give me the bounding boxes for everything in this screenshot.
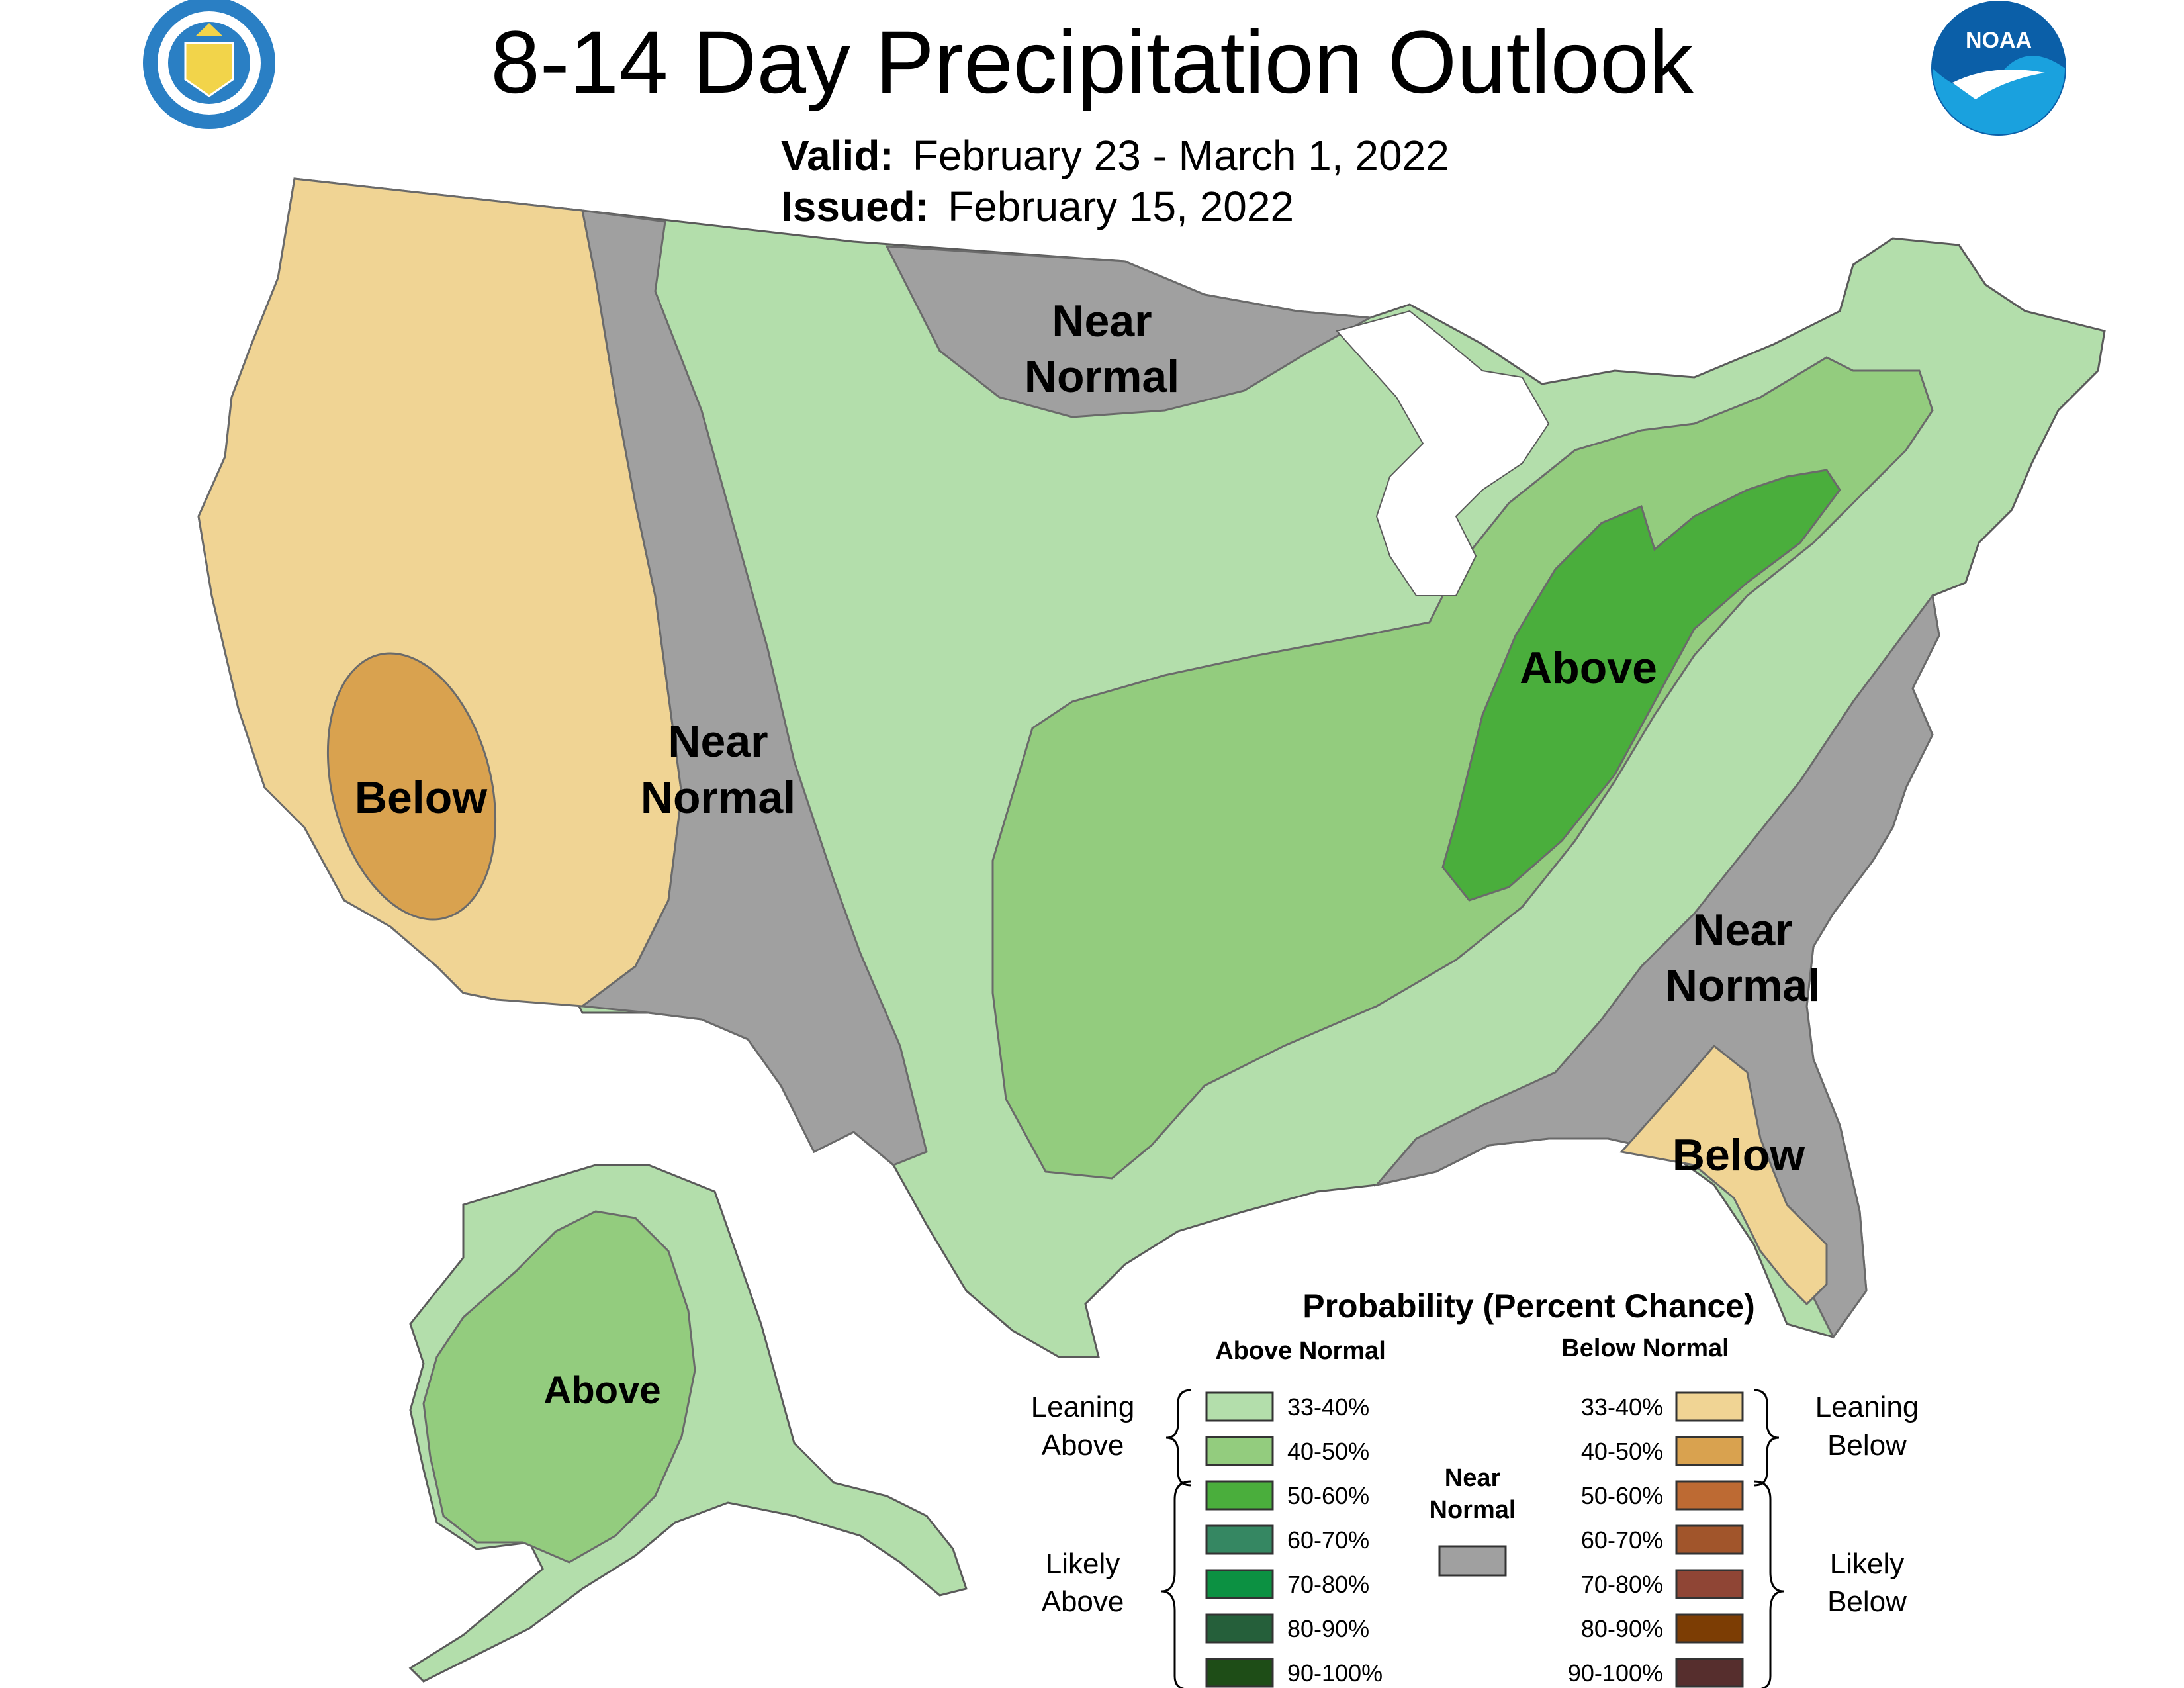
legend-above-row-label: 90-100% xyxy=(1287,1660,1383,1687)
legend-above-swatch xyxy=(1205,1569,1274,1599)
legend-above-swatch xyxy=(1205,1658,1274,1688)
legend-leaning-above-line2: Above xyxy=(1042,1429,1124,1462)
legend-above-swatch xyxy=(1205,1613,1274,1644)
southeast-near-label-line2: Normal xyxy=(1665,961,1820,1011)
legend-below-swatch xyxy=(1675,1524,1744,1555)
legend-below-swatch xyxy=(1675,1658,1744,1688)
legend-below-swatch xyxy=(1675,1436,1744,1466)
legend-above-swatch xyxy=(1205,1436,1274,1466)
legend-below-row-label: 90-100% xyxy=(1568,1660,1663,1687)
ohio-above-50-60-region xyxy=(1441,469,1841,902)
legend-below-swatch xyxy=(1675,1613,1744,1644)
valid-label: Valid: xyxy=(781,132,894,179)
issued-date: Issued: February 15, 2022 xyxy=(781,182,1294,231)
issued-value: February 15, 2022 xyxy=(948,183,1295,230)
legend-below-swatch xyxy=(1675,1391,1744,1422)
svg-text:NOAA: NOAA xyxy=(1966,28,2032,53)
legend-likely-below-line1: Likely xyxy=(1830,1548,1905,1580)
legend-above-row-label: 33-40% xyxy=(1287,1393,1369,1421)
rockies-near-label-line1: Near xyxy=(668,716,768,767)
legend-below-row-label: 50-60% xyxy=(1581,1482,1663,1509)
great-lakes xyxy=(1336,310,1550,596)
page-title: 8-14 Day Precipitation Outlook xyxy=(490,13,1694,112)
brace-likely-below xyxy=(1753,1480,1784,1688)
legend-above-header: Above Normal xyxy=(1215,1337,1386,1365)
legend-below-header: Below Normal xyxy=(1561,1335,1729,1362)
legend-below-row-label: 40-50% xyxy=(1581,1438,1663,1465)
alaska-above-40-50-region xyxy=(422,1210,696,1564)
alaska-above-label: Above xyxy=(543,1369,660,1412)
legend-title: Probability (Percent Chance) xyxy=(1302,1288,1755,1325)
legend-leaning-below-line1: Leaning xyxy=(1815,1391,1919,1423)
legend-above-row-label: 50-60% xyxy=(1287,1482,1369,1509)
legend-below-row-label: 33-40% xyxy=(1581,1393,1663,1421)
legend-above-row-label: 80-90% xyxy=(1287,1615,1369,1642)
ohio-above-label: Above xyxy=(1520,643,1657,693)
legend-below-row-label: 70-80% xyxy=(1581,1571,1663,1598)
legend-near-line2: Normal xyxy=(1430,1496,1516,1524)
legend-above-row-label: 70-80% xyxy=(1287,1571,1369,1598)
legend-above-row-label: 60-70% xyxy=(1287,1526,1369,1554)
west-below-40-50-region xyxy=(326,652,497,921)
brace-likely-above xyxy=(1161,1480,1192,1688)
legend-above-swatch xyxy=(1205,1524,1274,1555)
brace-leaning-above xyxy=(1165,1389,1192,1487)
brace-leaning-below xyxy=(1753,1389,1780,1487)
valid-value: February 23 - March 1, 2022 xyxy=(912,132,1449,179)
north-near-label-line1: Near xyxy=(1052,296,1152,346)
florida-below-33-40-region xyxy=(1619,1044,1828,1306)
rockies-near-normal-region xyxy=(580,209,928,1166)
legend-above-rows: 33-40% 40-50% 50-60% 60-70% 70-80% 80-90% 90-1… xyxy=(1205,1391,1383,1688)
rockies-near-label-line2: Normal xyxy=(641,773,796,823)
florida-below-label: Below xyxy=(1672,1130,1805,1180)
legend-below-row-label: 80-90% xyxy=(1581,1615,1663,1642)
legend-above-row-label: 40-50% xyxy=(1287,1438,1369,1465)
legend-below-swatch xyxy=(1675,1569,1744,1599)
legend-above-swatch xyxy=(1205,1480,1274,1511)
southeast-near-label-line1: Near xyxy=(1692,905,1792,955)
legend-likely-above-line2: Above xyxy=(1042,1585,1124,1618)
legend-below-swatch xyxy=(1675,1480,1744,1511)
legend-above-swatch xyxy=(1205,1391,1274,1422)
legend-leaning-below-line2: Below xyxy=(1827,1429,1907,1462)
legend-likely-below-line2: Below xyxy=(1827,1585,1907,1618)
legend-below-rows: 33-40% 40-50% 50-60% 60-70% 70-80% 80-90% 90-1… xyxy=(1568,1391,1744,1688)
commerce-seal-logo xyxy=(143,0,275,129)
valid-dates: Valid: February 23 - March 1, 2022 xyxy=(781,131,1449,180)
legend-likely-above-line1: Likely xyxy=(1046,1548,1120,1580)
west-below-label: Below xyxy=(355,773,488,823)
legend-near-normal-swatch xyxy=(1438,1545,1507,1577)
map-label-group: Below Near Normal Near Normal Above Near… xyxy=(355,296,1820,1412)
north-near-normal-region xyxy=(885,245,1373,418)
legend: Probability (Percent Chance) Above Norma… xyxy=(1031,1288,1919,1688)
noaa-logo: NOAA xyxy=(1931,1,2066,136)
legend-below-row-label: 60-70% xyxy=(1581,1526,1663,1554)
legend-leaning-above-line1: Leaning xyxy=(1031,1391,1135,1423)
legend-near-line1: Near xyxy=(1445,1464,1501,1492)
issued-label: Issued: xyxy=(781,183,930,230)
north-near-label-line2: Normal xyxy=(1024,352,1179,402)
